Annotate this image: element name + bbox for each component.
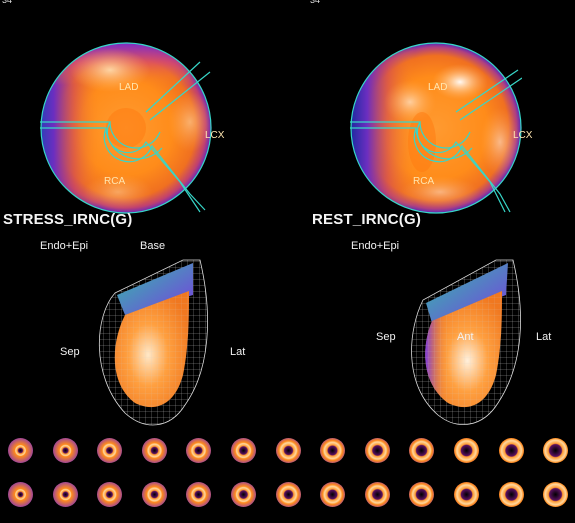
rest-slice-thumbnail[interactable] <box>364 482 390 507</box>
stress-slice-thumbnail[interactable] <box>275 438 301 463</box>
rest-slice-thumbnail[interactable] <box>409 482 435 507</box>
rest-segment-lcx: LCX <box>513 130 533 141</box>
rest-mode-label: Endo+Epi <box>351 240 400 252</box>
frame-number-right: 34 <box>310 0 321 5</box>
rest-slice-thumbnail[interactable] <box>320 482 346 507</box>
stress-slice-thumbnail[interactable] <box>454 438 479 463</box>
rest-wall-sep: Sep <box>376 331 396 343</box>
rest-3d-model[interactable] <box>398 255 528 430</box>
stress-slice-thumbnail[interactable] <box>186 438 212 463</box>
rest-slice-thumbnail[interactable] <box>454 482 479 507</box>
rest-slice-thumbnail[interactable] <box>141 482 167 507</box>
stress-slice-thumbnail[interactable] <box>8 438 33 463</box>
stress-slice-thumbnail[interactable] <box>141 438 167 463</box>
rest-slice-thumbnail[interactable] <box>52 482 78 507</box>
basal-cap <box>426 263 508 323</box>
stress-slice-thumbnail[interactable] <box>409 438 435 463</box>
territory-boundaries <box>350 69 522 213</box>
stress-polar-map[interactable] <box>40 42 212 214</box>
rest-polar-map[interactable] <box>350 42 522 214</box>
rest-slice-thumbnail[interactable] <box>186 482 212 507</box>
rest-slice-thumbnail[interactable] <box>498 482 524 507</box>
stress-slice-thumbnail[interactable] <box>320 438 346 463</box>
stress-wall-lat: Lat <box>230 346 246 358</box>
stress-3d-model[interactable] <box>85 255 215 430</box>
stress-view-label: Base <box>140 240 166 252</box>
stress-slice-thumbnail[interactable] <box>231 438 256 463</box>
stress-slice-thumbnail[interactable] <box>543 438 569 463</box>
stress-wall-sep: Sep <box>60 346 80 358</box>
rest-slice-thumbnail[interactable] <box>543 482 569 507</box>
rest-slice-thumbnail[interactable] <box>8 482 33 507</box>
stress-slice-thumbnail[interactable] <box>498 438 524 463</box>
stress-segment-lcx: LCX <box>205 130 225 141</box>
stress-slice-thumbnail[interactable] <box>52 438 78 463</box>
stress-mode-label: Endo+Epi <box>40 240 89 252</box>
stress-segment-rca: RCA <box>104 176 126 187</box>
rest-wall-lat: Lat <box>536 331 552 343</box>
rest-slice-thumbnail[interactable] <box>231 482 256 507</box>
rest-slice-thumbnail[interactable] <box>97 482 123 507</box>
territory-boundaries <box>40 61 211 213</box>
rest-segment-lad: LAD <box>428 82 448 93</box>
rest-segment-rca: RCA <box>413 176 435 187</box>
stress-title: STRESS_IRNC(G) <box>3 211 133 228</box>
frame-number-left: 34 <box>2 0 13 5</box>
stress-segment-lad: LAD <box>119 82 139 93</box>
stress-slice-thumbnail[interactable] <box>364 438 390 463</box>
basal-cap <box>117 263 193 315</box>
stress-slice-thumbnail[interactable] <box>97 438 123 463</box>
rest-wall-ant: Ant <box>457 331 474 343</box>
rest-slice-thumbnail[interactable] <box>275 482 301 507</box>
rest-title: REST_IRNC(G) <box>312 211 422 228</box>
